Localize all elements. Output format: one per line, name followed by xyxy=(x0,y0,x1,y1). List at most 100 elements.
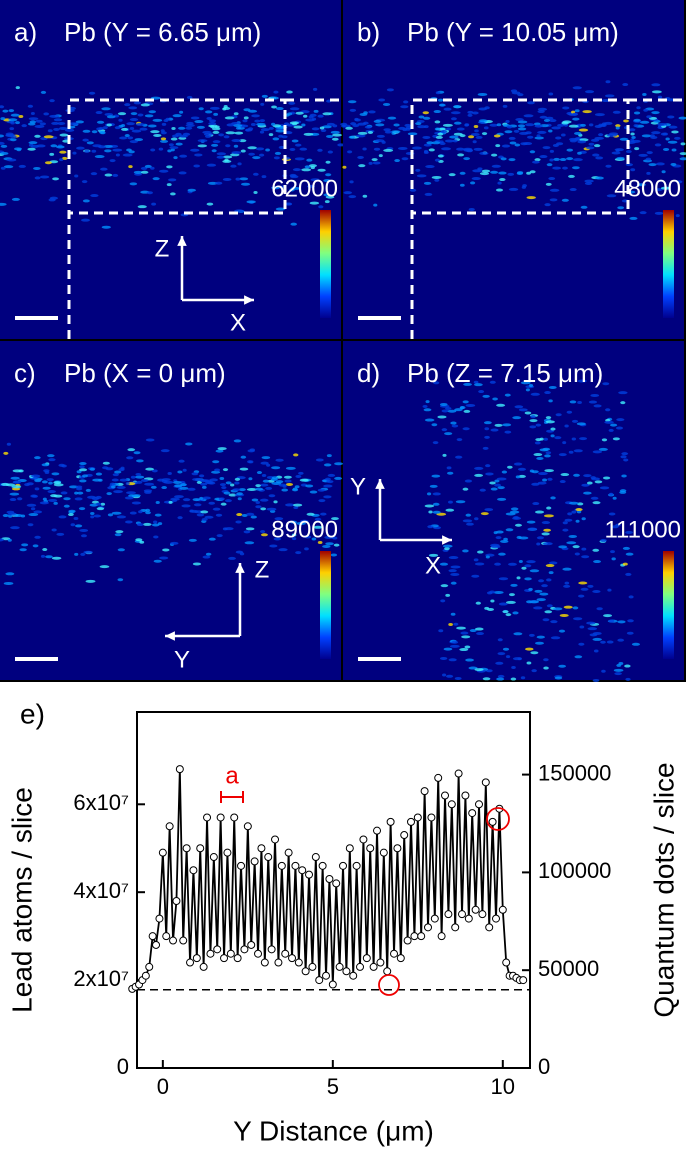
speckle xyxy=(402,128,408,132)
speckle xyxy=(96,507,105,511)
speckle xyxy=(34,479,42,483)
speckle xyxy=(193,164,200,168)
speckle xyxy=(271,481,282,485)
speckle xyxy=(668,125,678,129)
speckle xyxy=(50,144,58,148)
data-point xyxy=(264,853,273,862)
speckle xyxy=(393,123,400,127)
speckle xyxy=(298,471,304,475)
speckle xyxy=(150,130,160,134)
speckle xyxy=(616,418,625,422)
data-point xyxy=(396,954,405,963)
speckle xyxy=(569,501,579,505)
speckle xyxy=(417,125,427,129)
data-point xyxy=(373,826,382,835)
speckle xyxy=(415,168,421,172)
speckle xyxy=(148,110,156,114)
panel-label: a) xyxy=(14,17,37,47)
y2-tick-label: 100000 xyxy=(538,858,611,883)
panel-max: 89000 xyxy=(271,516,338,543)
speckle xyxy=(50,494,58,498)
speckle xyxy=(492,397,498,401)
speckle xyxy=(505,512,516,516)
speckle xyxy=(571,510,577,514)
speckle xyxy=(435,91,441,95)
speckle xyxy=(532,160,540,164)
speckle xyxy=(323,484,333,488)
speckle xyxy=(48,481,53,485)
speckle xyxy=(133,170,143,174)
speckle xyxy=(474,668,484,672)
speckle xyxy=(651,90,662,94)
speckle xyxy=(114,470,122,474)
speckle xyxy=(601,438,608,442)
speckle xyxy=(523,142,533,146)
speckle xyxy=(70,523,76,527)
speckle xyxy=(605,408,611,412)
speckle xyxy=(515,475,521,479)
speckle xyxy=(411,146,422,150)
speckle xyxy=(348,135,356,139)
speckle xyxy=(459,406,465,410)
speckle xyxy=(170,541,179,545)
speckle xyxy=(144,482,155,486)
speckle xyxy=(620,401,626,405)
speckle xyxy=(641,134,652,138)
speckle xyxy=(569,188,577,192)
speckle xyxy=(323,463,332,467)
speckle xyxy=(8,118,18,122)
speckle xyxy=(625,572,632,576)
speckle xyxy=(118,468,125,472)
speckle xyxy=(235,126,242,130)
speckle xyxy=(114,533,122,537)
speckle xyxy=(229,483,235,487)
speckle xyxy=(449,644,460,648)
speckle xyxy=(261,456,271,460)
speckle xyxy=(575,508,583,512)
speckle xyxy=(81,180,88,184)
speckle xyxy=(452,139,458,143)
data-point xyxy=(468,809,477,818)
speckle xyxy=(283,475,292,479)
speckle xyxy=(662,147,670,151)
speckle xyxy=(473,125,479,129)
speckle xyxy=(190,116,200,120)
data-point xyxy=(189,866,198,875)
speckle xyxy=(140,170,149,174)
speckle xyxy=(212,507,221,511)
panel-background xyxy=(343,341,684,680)
speckle xyxy=(304,165,311,169)
speckle xyxy=(178,459,185,463)
data-point xyxy=(369,962,378,971)
speckle xyxy=(432,502,440,506)
speckle xyxy=(10,138,17,142)
speckle xyxy=(60,491,68,495)
data-point xyxy=(298,866,307,875)
speckle xyxy=(449,135,459,139)
speckle xyxy=(311,127,320,131)
speckle xyxy=(233,439,242,443)
speckle xyxy=(434,158,440,162)
speckle xyxy=(442,453,447,457)
speckle xyxy=(485,472,494,476)
speckle xyxy=(608,619,615,623)
speckle xyxy=(595,176,604,180)
speckle xyxy=(450,581,457,585)
speckle xyxy=(27,523,34,527)
speckle xyxy=(129,182,138,186)
data-point xyxy=(179,936,188,945)
speckle xyxy=(529,569,540,573)
speckle xyxy=(536,542,541,546)
speckle xyxy=(117,578,124,582)
data-point xyxy=(199,962,208,971)
speckle xyxy=(604,420,614,424)
speckle xyxy=(549,119,557,123)
speckle xyxy=(291,537,297,541)
data-point xyxy=(209,853,218,862)
speckle xyxy=(209,478,218,482)
speckle xyxy=(437,98,444,102)
data-point xyxy=(152,940,161,949)
speckle xyxy=(574,109,580,113)
speckle xyxy=(367,130,374,134)
speckle xyxy=(56,145,65,149)
